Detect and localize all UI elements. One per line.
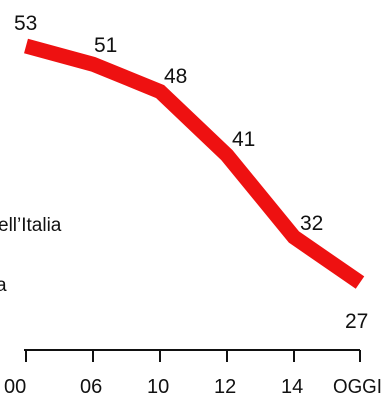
- x-tick-label-2: 10: [147, 376, 169, 396]
- side-text-line-2: a: [0, 275, 7, 296]
- data-label-3: 41: [232, 128, 255, 151]
- data-label-0: 53: [14, 12, 37, 35]
- series-line: [24, 38, 365, 289]
- data-label-1: 51: [94, 34, 117, 57]
- data-label-4: 32: [300, 212, 323, 235]
- side-text-line-1: ell’Italia: [0, 215, 62, 236]
- x-axis-tick-labels: 00 06 10 12 14 OGGI: [4, 376, 382, 396]
- x-axis-ticks: [25, 350, 361, 362]
- data-labels: 53 51 48 41 32 27: [14, 12, 368, 333]
- x-tick-label-5: OGGI: [333, 376, 382, 396]
- data-label-2: 48: [164, 65, 187, 88]
- x-tick-label-1: 06: [80, 376, 102, 396]
- x-tick-label-4: 14: [281, 376, 303, 396]
- x-tick-label-0: 00: [4, 376, 26, 396]
- data-label-5: 27: [345, 310, 368, 333]
- x-tick-label-3: 12: [214, 376, 236, 396]
